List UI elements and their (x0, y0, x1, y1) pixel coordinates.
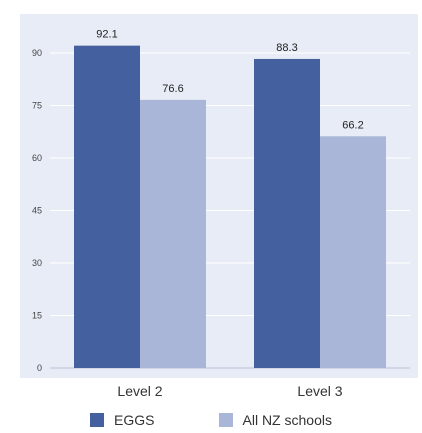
bar-eggs (254, 58, 320, 368)
y-tick-label: 60 (32, 153, 42, 163)
y-tick-label: 30 (32, 258, 42, 268)
bar-all-nz-schools (320, 136, 386, 368)
legend-label-eggs: EGGS (114, 412, 155, 428)
bar-eggs (74, 45, 140, 369)
legend: EGGS All NZ schools (0, 412, 422, 428)
legend-label-all-nz-schools: All NZ schools (242, 412, 332, 428)
data-label: 76.6 (162, 83, 183, 95)
y-tick-label: 0 (37, 363, 42, 373)
y-tick-label: 75 (32, 101, 42, 111)
bar-chart: 0 15 30 45 60 75 90 92.1 76.6 Level 2 88.3 66.2 Leve… (20, 14, 418, 399)
legend-item-all-nz-schools: All NZ schools (218, 412, 332, 428)
data-label: 66.2 (342, 119, 363, 131)
y-tick-label: 45 (32, 206, 42, 216)
legend-swatch-all-nz-schools (218, 413, 233, 427)
x-tick-label: Level 3 (297, 383, 342, 399)
bar-all-nz-schools (140, 99, 206, 369)
data-label: 88.3 (276, 42, 297, 54)
y-tick-label: 90 (32, 48, 42, 58)
data-label: 92.1 (96, 29, 117, 41)
legend-item-eggs: EGGS (90, 412, 155, 428)
y-tick-label: 15 (32, 311, 42, 321)
x-tick-label: Level 2 (117, 383, 162, 399)
legend-swatch-eggs (90, 413, 105, 427)
